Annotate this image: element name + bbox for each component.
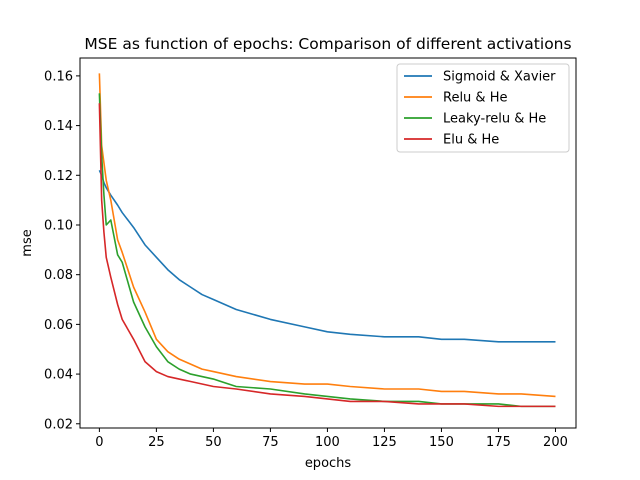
plot-area [79, 57, 577, 429]
x-axis-label: epochs [305, 456, 352, 471]
legend-label: Relu & He [443, 91, 507, 106]
series-line-elu-he [98, 103, 556, 408]
series-line-sigmoid-xavier [98, 169, 556, 343]
legend-label: Elu & He [443, 133, 499, 148]
x-tick-label: 175 [486, 435, 511, 450]
legend: Sigmoid & Xavier Relu & He Leaky-relu & He… [396, 63, 570, 153]
x-tick-label: 25 [148, 435, 165, 450]
series-line-relu-he [98, 73, 556, 398]
y-tick-label: 0.04 [44, 368, 73, 383]
plot-frame [79, 57, 577, 429]
y-axis: 0.02 0.04 0.06 0.08 0.10 0.12 0.14 0.16 [44, 69, 80, 432]
x-tick-label: 150 [429, 435, 454, 450]
chart-title: MSE as function of epochs: Comparison of… [84, 35, 571, 53]
y-tick-label: 0.10 [44, 218, 73, 233]
x-tick-label: 50 [205, 435, 222, 450]
legend-label: Leaky-relu & He [443, 112, 546, 127]
y-tick-label: 0.06 [44, 318, 73, 333]
y-tick-label: 0.14 [44, 119, 73, 134]
legend-label: Sigmoid & Xavier [443, 70, 556, 85]
y-tick-label: 0.08 [44, 268, 73, 283]
y-tick-label: 0.12 [44, 169, 73, 184]
series-layer [98, 73, 556, 408]
x-tick-label: 0 [95, 435, 103, 450]
y-tick-label: 0.16 [44, 69, 73, 84]
x-tick-label: 75 [262, 435, 279, 450]
y-axis-label: mse [20, 229, 35, 256]
x-tick-label: 100 [315, 435, 340, 450]
y-tick-label: 0.02 [44, 417, 73, 432]
x-tick-label: 200 [543, 435, 568, 450]
x-axis: 0 25 50 75 100 125 150 175 200 [95, 428, 568, 450]
series-line-leaky-relu-he [98, 93, 556, 408]
legend-box [396, 63, 570, 153]
x-tick-label: 125 [372, 435, 397, 450]
